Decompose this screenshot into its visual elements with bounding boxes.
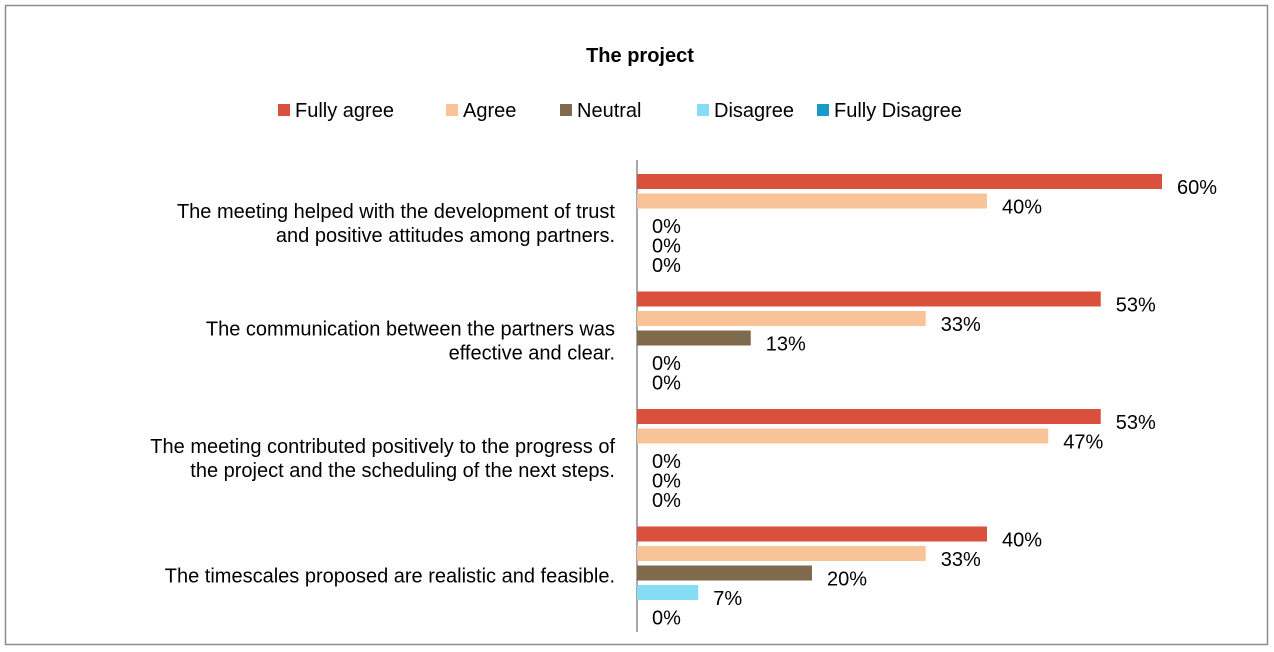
chart-title: The project [586, 45, 694, 67]
legend-swatch [817, 104, 829, 116]
category-label: The meeting contributed positively to th… [150, 436, 615, 458]
category-label: The meeting helped with the development … [177, 201, 615, 223]
bar [637, 291, 1101, 307]
category-label: The communication between the partners w… [206, 318, 615, 340]
bar [637, 409, 1101, 424]
bar [637, 311, 926, 326]
value-label: 33% [941, 549, 981, 571]
value-label: 40% [1002, 197, 1042, 219]
legend-swatch [446, 104, 458, 116]
bar [637, 330, 751, 346]
value-label: 40% [1002, 530, 1042, 552]
value-label: 47% [1063, 432, 1103, 454]
value-label: 0% [652, 236, 681, 258]
bar [637, 565, 812, 581]
bar [637, 428, 1049, 444]
value-label: 13% [766, 334, 806, 356]
value-label: 60% [1177, 177, 1217, 199]
bar [637, 174, 1162, 189]
legend-label: Fully agree [295, 100, 394, 122]
value-label: 0% [652, 471, 681, 493]
legend-swatch [560, 104, 572, 116]
value-label: 0% [652, 373, 681, 395]
legend-swatch [278, 104, 290, 116]
value-label: 53% [1116, 412, 1156, 434]
category-label: The timescales proposed are realistic an… [165, 565, 615, 587]
value-label: 7% [713, 588, 742, 610]
value-label: 33% [941, 314, 981, 336]
value-label: 20% [827, 569, 867, 591]
value-label: 53% [1116, 295, 1156, 317]
value-label: 0% [652, 608, 681, 630]
category-label: effective and clear. [449, 342, 615, 364]
legend-swatch [697, 104, 709, 116]
bar [637, 526, 987, 542]
category-label: the project and the scheduling of the ne… [190, 460, 615, 482]
legend-label: Fully Disagree [834, 100, 962, 122]
value-label: 0% [652, 353, 681, 375]
value-label: 0% [652, 255, 681, 277]
value-label: 0% [652, 490, 681, 512]
legend-label: Disagree [714, 100, 794, 122]
bar [637, 193, 987, 209]
value-label: 0% [652, 451, 681, 473]
bar [637, 585, 699, 600]
category-label: and positive attitudes among partners. [276, 225, 615, 247]
bar [637, 546, 926, 561]
value-label: 0% [652, 216, 681, 238]
legend-label: Neutral [577, 100, 641, 122]
legend-label: Agree [463, 100, 516, 122]
